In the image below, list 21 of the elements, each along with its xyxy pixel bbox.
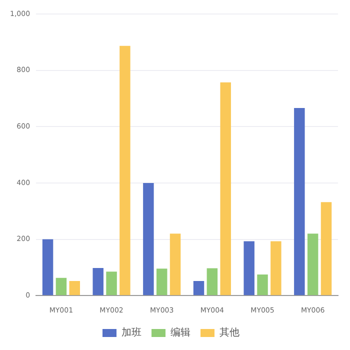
bar [320,202,332,296]
bar [270,241,282,296]
legend-label: 编辑 [170,326,190,339]
bar [220,82,231,296]
bar [193,280,204,296]
bar [143,182,154,296]
bar [307,234,318,296]
bar [294,108,305,296]
bar [42,239,54,296]
bar [120,46,130,296]
legend-label: 加班 [122,326,142,339]
bar [56,278,67,296]
bar [106,272,117,296]
legend-label: 其他 [220,326,240,339]
bar [69,280,80,296]
bar [244,241,254,296]
bar [206,268,218,296]
bar [92,268,104,296]
bar [156,268,168,296]
bar [257,274,268,296]
bar [170,234,181,296]
